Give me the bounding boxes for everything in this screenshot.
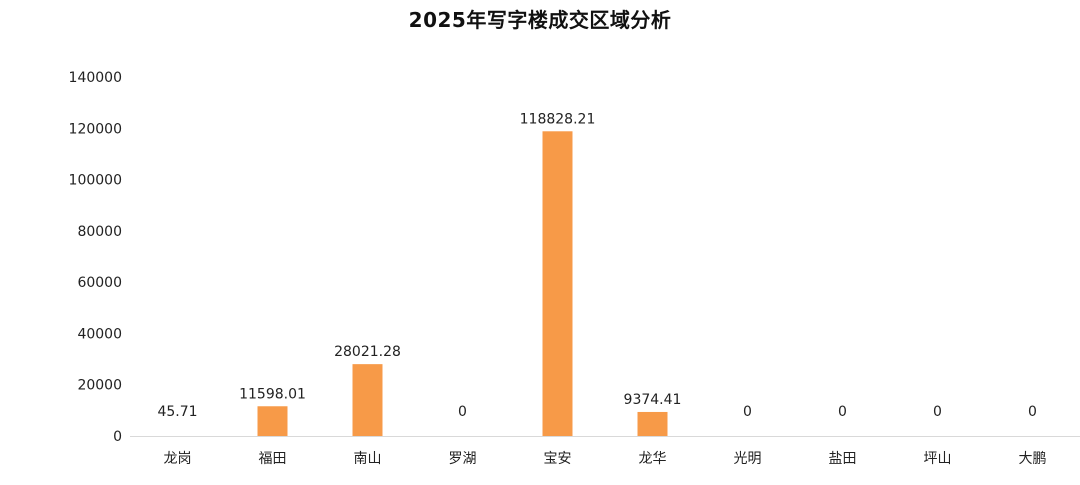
bar (542, 131, 573, 436)
data-label: 9374.41 (624, 392, 682, 408)
x-tick-label: 光明 (734, 451, 762, 467)
x-tick-label: 龙华 (639, 451, 667, 467)
x-tick-label: 南山 (354, 451, 382, 467)
data-label: 11598.01 (239, 386, 306, 402)
x-tick-label: 福田 (259, 451, 287, 467)
x-tick-label: 大鹏 (1019, 451, 1047, 467)
x-tick-label: 坪山 (924, 451, 952, 467)
y-tick-label: 100000 (69, 173, 122, 189)
x-tick-label: 罗湖 (449, 451, 477, 467)
bar (352, 364, 383, 436)
y-tick-label: 40000 (77, 326, 122, 342)
data-label: 0 (838, 404, 847, 420)
y-tick-label: 60000 (77, 275, 122, 291)
x-tick-label: 盐田 (829, 451, 857, 467)
y-tick-label: 20000 (77, 378, 122, 394)
x-tick-label: 龙岗 (164, 451, 192, 467)
data-label: 0 (743, 404, 752, 420)
y-tick-label: 140000 (69, 70, 122, 86)
bar (637, 411, 668, 436)
x-tick-label: 宝安 (544, 451, 572, 467)
y-tick-label: 120000 (69, 121, 122, 137)
bar (257, 406, 288, 436)
y-tick-label: 0 (113, 429, 122, 445)
data-label: 0 (458, 404, 467, 420)
chart-title: 2025年写字楼成交区域分析 (408, 8, 672, 32)
data-label: 118828.21 (520, 111, 596, 127)
data-label: 0 (1028, 404, 1037, 420)
data-label: 0 (933, 404, 942, 420)
data-label: 28021.28 (334, 344, 401, 360)
data-label: 45.71 (157, 404, 197, 420)
y-tick-label: 80000 (77, 224, 122, 240)
